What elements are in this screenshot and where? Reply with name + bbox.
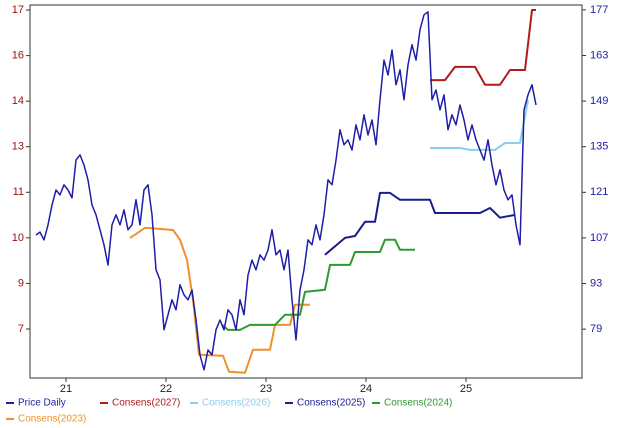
legend-label: Consens(2024): [384, 398, 452, 409]
legend-label: Consens(2023): [18, 414, 86, 425]
x-tick-label: 22: [160, 383, 172, 395]
x-tick-label: 24: [360, 383, 372, 395]
y-tick-label: 9: [18, 277, 24, 289]
y2-tick-label: 135: [590, 141, 608, 153]
x-tick-label: 21: [60, 383, 72, 395]
x-tick-label: 25: [460, 383, 472, 395]
series-line: [35, 11, 537, 371]
legend-label: Consens(2026): [202, 398, 270, 409]
series-line: [430, 9, 536, 86]
y2-tick-label: 79: [590, 323, 602, 335]
y2-tick-label: 93: [590, 277, 602, 289]
y-tick-label: 17: [12, 4, 24, 16]
y-tick-label: 16: [12, 49, 24, 61]
y-tick-label: 11: [13, 186, 24, 198]
series-line: [221, 238, 415, 331]
y2-tick-label: 107: [590, 232, 608, 244]
y-tick-label: 10: [12, 232, 24, 244]
y-tick-label: 14: [12, 95, 24, 107]
y-tick-label: 13: [12, 141, 24, 153]
plot-frame: [29, 4, 583, 379]
legend-label: Consens(2027): [112, 398, 180, 409]
y2-tick-label: 163: [590, 49, 608, 61]
y2-tick-label: 121: [590, 186, 608, 198]
y-tick-label: 7: [18, 323, 24, 335]
y2-tick-label: 149: [590, 95, 608, 107]
legend-label: Consens(2025): [297, 398, 365, 409]
legend-label: Price Daily: [18, 398, 66, 409]
series-line: [324, 191, 516, 256]
x-tick-label: 23: [260, 383, 272, 395]
series-line: [129, 226, 310, 374]
series-line: [430, 99, 529, 151]
y2-tick-label: 177: [590, 4, 608, 16]
